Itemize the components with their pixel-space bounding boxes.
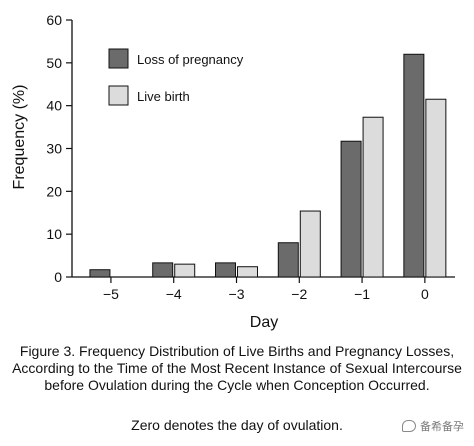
bar-live-birth <box>174 263 196 278</box>
bar-loss-of-pregnancy <box>340 140 362 278</box>
bar-loss-of-pregnancy <box>89 269 111 278</box>
legend-label: Loss of pregnancy <box>137 52 244 67</box>
bar-chart: 0 10 20 30 40 50 60 −5 −4 −3 −2 −1 0 Loss of pregnan… <box>11 12 455 331</box>
bar-live-birth <box>362 116 384 278</box>
y-tick-label: 40 <box>46 98 62 114</box>
y-tick-label: 10 <box>46 226 62 242</box>
x-tick-label: −5 <box>103 286 119 302</box>
x-tick-label: −1 <box>354 286 370 302</box>
legend-swatch <box>108 85 129 106</box>
bar-live-birth <box>299 210 321 278</box>
chart-axes <box>71 20 455 278</box>
y-tick-label: 20 <box>46 183 62 199</box>
chart-legend: Loss of pregnancy Live birth <box>108 48 244 106</box>
x-tick-label: −3 <box>229 286 245 302</box>
bar-live-birth <box>425 98 447 278</box>
x-tick-label: 0 <box>421 286 429 302</box>
bar-loss-of-pregnancy <box>215 262 237 278</box>
y-tick-label: 50 <box>46 55 62 71</box>
x-tick-label: −2 <box>291 286 307 302</box>
bar-loss-of-pregnancy <box>277 242 299 278</box>
legend-label: Live birth <box>137 89 190 104</box>
y-tick-label: 60 <box>46 12 62 28</box>
y-tick-label: 0 <box>54 269 62 285</box>
chart-ticks: 0 10 20 30 40 50 60 −5 −4 −3 −2 −1 0 <box>46 12 429 302</box>
x-axis-label: Day <box>250 314 278 331</box>
bar-loss-of-pregnancy <box>403 53 425 278</box>
chart-bars <box>89 53 447 278</box>
watermark: 备希备孕 <box>402 418 464 434</box>
chat-bubble-icon <box>402 420 416 432</box>
watermark-text: 备希备孕 <box>420 421 464 433</box>
y-tick-label: 30 <box>46 141 62 157</box>
figure-caption-note: Zero denotes the day of ovulation. <box>131 417 343 433</box>
x-tick-label: −4 <box>166 286 182 302</box>
bar-live-birth <box>237 266 259 278</box>
y-axis-label: Frequency (%) <box>11 85 28 190</box>
bar-loss-of-pregnancy <box>152 262 174 278</box>
legend-swatch <box>108 48 129 69</box>
figure-caption: Figure 3. Frequency Distribution of Live… <box>12 343 462 393</box>
